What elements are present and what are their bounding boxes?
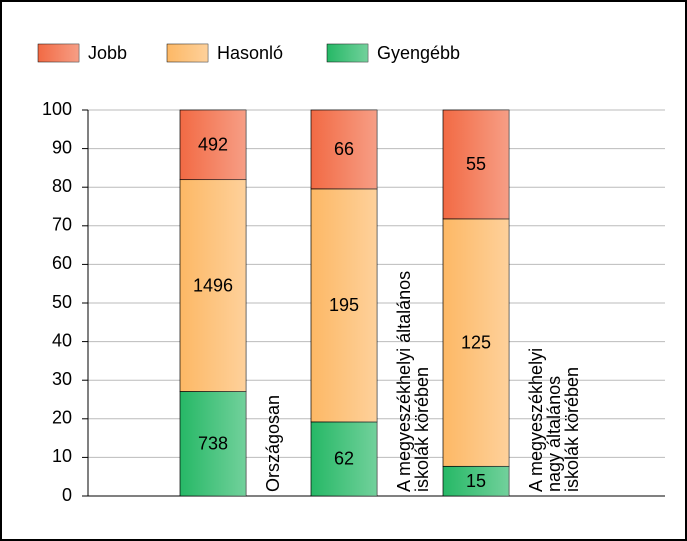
- y-tick-label: 10: [52, 446, 72, 466]
- x-tick-label: A megyeszékhelyi nagy általános iskolák …: [526, 347, 582, 492]
- bar-shine: [443, 466, 509, 496]
- bar-shine: [180, 391, 246, 496]
- bar-shine: [311, 421, 377, 496]
- y-tick-label: 100: [42, 99, 72, 119]
- bar-shine: [180, 179, 246, 392]
- data-label: 738: [198, 433, 228, 453]
- y-tick-label: 30: [52, 369, 72, 389]
- data-label: 62: [334, 449, 354, 469]
- data-label: 55: [466, 154, 486, 174]
- bar-shine: [180, 110, 246, 180]
- x-tick-label: Országosan: [263, 394, 283, 492]
- legend-label: Gyengébb: [377, 43, 460, 63]
- legend-swatch-shine: [327, 44, 368, 62]
- legend-swatch-shine: [38, 44, 79, 62]
- data-label: 195: [329, 295, 359, 315]
- data-label: 1496: [193, 275, 233, 295]
- y-tick-label: 90: [52, 137, 72, 157]
- data-label: 66: [334, 139, 354, 159]
- bar-shine: [311, 110, 377, 189]
- y-tick-label: 60: [52, 253, 72, 273]
- x-tick-label: A megyeszékhelyi általános iskolák köréb…: [394, 270, 432, 492]
- data-label: 125: [461, 332, 491, 352]
- y-tick-label: 80: [52, 176, 72, 196]
- y-tick-label: 70: [52, 215, 72, 235]
- data-label: 492: [198, 135, 228, 155]
- bar-shine: [443, 110, 509, 219]
- bar-shine: [443, 218, 509, 467]
- y-tick-label: 40: [52, 330, 72, 350]
- y-tick-label: 20: [52, 408, 72, 428]
- y-tick-label: 50: [52, 292, 72, 312]
- bar-shine: [311, 188, 377, 422]
- data-label: 15: [466, 471, 486, 491]
- legend-swatch-shine: [167, 44, 208, 62]
- y-tick-label: 0: [62, 485, 72, 505]
- legend-label: Hasonló: [217, 43, 283, 63]
- legend-label: Jobb: [88, 43, 127, 63]
